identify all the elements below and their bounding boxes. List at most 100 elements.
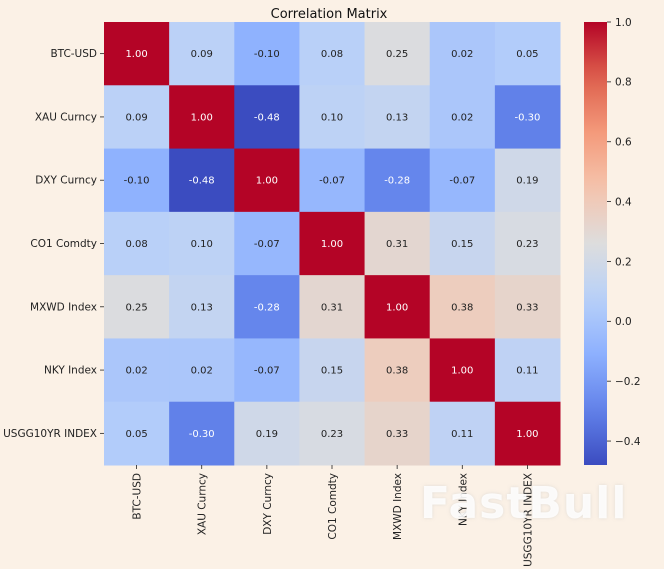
cell-value-label: 0.31: [386, 239, 408, 250]
heatmap-cell-3-2: [234, 211, 300, 276]
heatmap-cell-3-5: [429, 211, 496, 276]
colorbar-tick-label: −0.2: [615, 376, 641, 388]
colorbar: [584, 22, 607, 465]
cell-value-label: 1.00: [516, 429, 538, 440]
col-tick-label: NKY Index: [457, 473, 469, 526]
heatmap-cell-0-3: [299, 22, 366, 86]
heatmap-cell-3-6: [494, 211, 561, 276]
cell-value-label: 0.10: [321, 112, 343, 123]
heatmap-cell-2-3: [299, 148, 366, 213]
cell-value-label: 1.00: [191, 112, 213, 123]
cell-value-label: 0.23: [516, 239, 538, 250]
heatmap-cell-2-0: [104, 148, 170, 213]
heatmap-cell-5-1: [169, 338, 235, 403]
col-tick-label: DXY Curncy: [262, 473, 274, 535]
heatmap-cell-1-0: [104, 85, 170, 150]
cell-value-label: 0.09: [125, 112, 147, 123]
heatmap-cell-6-3: [299, 401, 366, 466]
cell-value-label: 0.23: [321, 429, 343, 440]
cell-value-label: -0.48: [254, 112, 280, 123]
col-tick-label: CO1 Comdty: [327, 473, 339, 540]
cell-value-label: 1.00: [321, 239, 343, 250]
heatmap-cell-4-6: [494, 275, 561, 339]
cell-value-label: 0.33: [516, 302, 538, 313]
cell-value-label: -0.07: [319, 176, 345, 187]
cell-value-label: 0.05: [125, 429, 147, 440]
heatmap-cell-3-3: [299, 211, 366, 276]
col-tick-label: MXWD Index: [392, 473, 404, 540]
heatmap-cell-6-4: [364, 401, 431, 466]
cell-value-label: -0.30: [189, 429, 215, 440]
cell-value-label: 0.31: [321, 302, 343, 313]
cell-value-label: 0.15: [451, 239, 473, 250]
row-tick-label: NKY Index: [44, 365, 97, 377]
col-tick-label: XAU Curncy: [197, 473, 209, 535]
cell-value-label: 0.13: [191, 302, 213, 313]
colorbar-tick-label: 0.6: [615, 137, 632, 149]
cell-value-label: 0.33: [386, 429, 408, 440]
row-tick-label: DXY Curncy: [35, 175, 97, 187]
cell-value-label: 0.02: [451, 49, 473, 60]
heatmap-cell-1-1: [169, 85, 235, 150]
cell-value-label: 0.13: [386, 112, 408, 123]
cell-value-label: 0.11: [451, 429, 473, 440]
colorbar-tick-label: 0.4: [615, 196, 632, 208]
heatmap-cell-6-5: [429, 401, 496, 466]
cell-value-label: 0.08: [125, 239, 147, 250]
cell-value-label: 0.09: [191, 49, 213, 60]
heatmap-cell-5-3: [299, 338, 366, 403]
cell-value-label: 0.02: [191, 366, 213, 377]
cell-value-label: 1.00: [256, 176, 278, 187]
fastbull-watermark: FastBull: [420, 478, 628, 529]
heatmap-cell-3-0: [104, 211, 170, 276]
colorbar-tick-label: −0.4: [615, 436, 641, 448]
heatmap-cell-5-5: [429, 338, 496, 403]
cell-value-label: 1.00: [125, 49, 147, 60]
cell-value-label: 0.19: [516, 176, 538, 187]
col-tick-label: BTC-USD: [132, 473, 144, 520]
cell-value-label: 0.11: [516, 366, 538, 377]
chart-title: Correlation Matrix: [271, 7, 388, 22]
heatmap-cell-2-5: [429, 148, 496, 213]
heatmap-cell-4-2: [234, 275, 300, 339]
heatmap-cell-2-1: [169, 148, 235, 213]
heatmap-cell-2-4: [364, 148, 431, 213]
heatmap-cell-0-6: [494, 22, 561, 86]
heatmap-cell-1-6: [494, 85, 561, 150]
heatmap-cell-4-0: [104, 275, 170, 339]
heatmap-cell-5-2: [234, 338, 300, 403]
heatmap-cell-5-6: [494, 338, 561, 403]
row-tick-label: USGG10YR INDEX: [3, 428, 97, 440]
cell-value-label: 0.10: [191, 239, 213, 250]
row-tick-label: MXWD Index: [30, 301, 97, 313]
cell-value-label: -0.10: [254, 49, 280, 60]
heatmap-cell-6-6: [494, 401, 561, 466]
cell-value-label: 0.25: [125, 302, 147, 313]
heatmap-cell-4-3: [299, 275, 366, 339]
heatmap-cell-3-1: [169, 211, 235, 276]
heatmap-cell-1-5: [429, 85, 496, 150]
heatmap-cell-0-4: [364, 22, 431, 86]
heatmap-cell-4-4: [364, 275, 431, 339]
heatmap-cell-6-2: [234, 401, 300, 466]
cell-value-label: -0.07: [449, 176, 475, 187]
cell-value-label: 0.15: [321, 366, 343, 377]
cell-value-label: 0.38: [451, 302, 473, 313]
heatmap-cell-6-0: [104, 401, 170, 466]
colorbar-tick-label: 0.0: [615, 316, 632, 328]
heatmap-cell-1-2: [234, 85, 300, 150]
cell-value-label: 0.02: [451, 112, 473, 123]
cell-value-label: -0.10: [124, 176, 150, 187]
col-tick-label: USGG10YR INDEX: [522, 473, 534, 567]
heatmap-cell-1-4: [364, 85, 431, 150]
cell-value-label: -0.07: [254, 239, 280, 250]
heatmap-cell-6-1: [169, 401, 235, 466]
colorbar-tick-label: 0.8: [615, 77, 632, 89]
colorbar-tick-label: 1.0: [615, 17, 632, 29]
heatmap-cell-5-4: [364, 338, 431, 403]
cell-value-label: 0.02: [125, 366, 147, 377]
cell-value-label: 1.00: [386, 302, 408, 313]
heatmap-cell-4-1: [169, 275, 235, 339]
heatmap-cell-0-2: [234, 22, 300, 86]
